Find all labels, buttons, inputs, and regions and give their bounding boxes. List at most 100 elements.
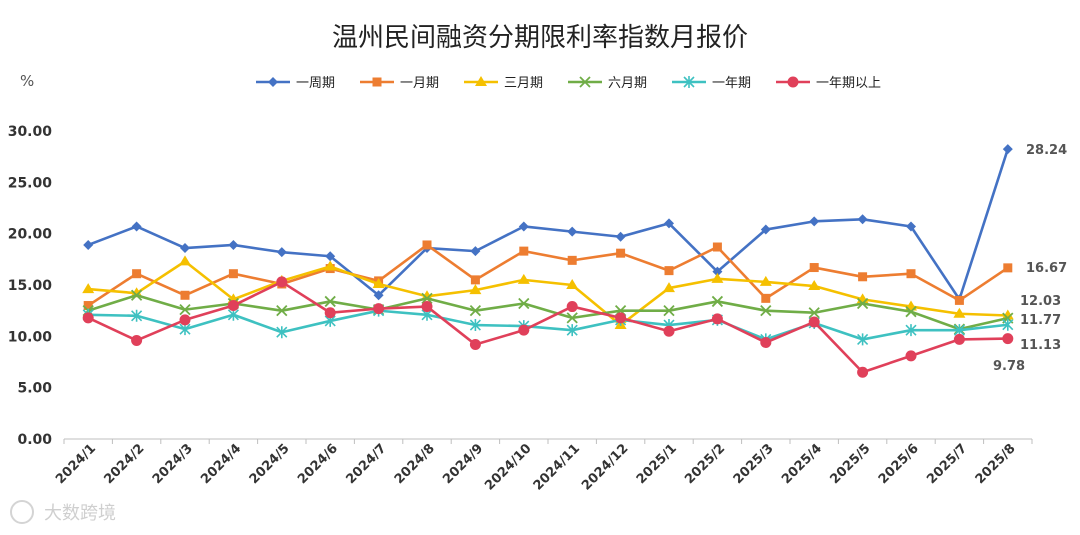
data-point bbox=[857, 366, 869, 378]
end-value-label: 9.78 bbox=[993, 359, 1025, 374]
y-tick-label: 15.00 bbox=[8, 278, 53, 294]
x-tick-label: 2025/1 bbox=[634, 441, 680, 487]
end-value-label: 16.67 bbox=[1026, 261, 1067, 276]
data-point bbox=[324, 260, 337, 271]
data-point bbox=[470, 275, 480, 285]
data-point bbox=[809, 216, 820, 227]
x-tick-label: 2024/11 bbox=[531, 441, 583, 493]
data-point bbox=[227, 300, 239, 312]
data-point bbox=[663, 282, 675, 293]
data-point bbox=[469, 339, 481, 351]
data-point bbox=[421, 301, 433, 313]
data-point bbox=[82, 312, 94, 324]
end-labels: 28.24 16.67 12.03 11.77 11.13 9.78 bbox=[993, 143, 1067, 374]
x-tick-label: 2025/2 bbox=[682, 441, 728, 487]
data-point bbox=[906, 269, 916, 279]
data-point bbox=[130, 289, 143, 301]
data-point bbox=[469, 284, 482, 295]
data-point bbox=[518, 297, 530, 310]
data-point bbox=[566, 279, 579, 289]
data-point bbox=[82, 283, 95, 294]
legend-label: 三月期 bbox=[504, 76, 543, 91]
x-tick-label: 2024/10 bbox=[482, 441, 534, 493]
data-point bbox=[953, 333, 965, 345]
series-一月期 bbox=[83, 240, 1013, 311]
data-point bbox=[518, 221, 529, 232]
x-tick-label: 2024/7 bbox=[343, 441, 389, 487]
data-point bbox=[857, 214, 868, 225]
x-tick-label: 2025/6 bbox=[876, 441, 922, 487]
data-point bbox=[761, 293, 771, 303]
end-value-label: 12.03 bbox=[1020, 294, 1061, 309]
watermark-text: 大数跨境 bbox=[44, 503, 116, 524]
y-tick-label: 0.00 bbox=[17, 432, 52, 448]
x-tick-label: 2024/5 bbox=[247, 441, 293, 487]
data-point bbox=[131, 334, 143, 346]
data-point bbox=[808, 280, 821, 291]
legend-marker-icon bbox=[372, 77, 382, 87]
data-point bbox=[615, 312, 627, 324]
data-point bbox=[470, 246, 481, 257]
data-point bbox=[131, 221, 142, 232]
data-point bbox=[517, 273, 530, 284]
data-point bbox=[421, 292, 433, 304]
data-point bbox=[615, 231, 626, 242]
legend-marker-icon bbox=[579, 76, 591, 88]
x-tick-label: 2024/1 bbox=[53, 441, 99, 487]
data-point bbox=[856, 297, 869, 310]
data-point bbox=[906, 221, 916, 232]
data-point bbox=[566, 324, 578, 337]
x-tick-label: 2025/8 bbox=[973, 441, 1019, 487]
series-一周期 bbox=[83, 144, 1013, 305]
series-line bbox=[88, 309, 1008, 341]
data-point bbox=[760, 224, 771, 235]
data-point bbox=[469, 305, 482, 317]
data-point bbox=[905, 306, 917, 318]
data-point bbox=[858, 272, 868, 282]
x-tick-label: 2024/8 bbox=[392, 441, 438, 487]
y-tick-label: 20.00 bbox=[8, 227, 53, 243]
data-point bbox=[1002, 333, 1014, 345]
data-point bbox=[953, 307, 966, 318]
data-point bbox=[566, 301, 578, 313]
x-tick-label: 2025/3 bbox=[731, 441, 777, 487]
x-tick-label: 2024/3 bbox=[150, 441, 196, 487]
x-tick-label: 2024/12 bbox=[579, 441, 631, 493]
x-tick-label: 2024/4 bbox=[198, 441, 244, 487]
legend-item: 三月期 bbox=[464, 76, 543, 91]
legend-item: 六月期 bbox=[568, 76, 647, 91]
end-value-label: 11.13 bbox=[1020, 338, 1061, 353]
data-point bbox=[759, 275, 772, 286]
data-point bbox=[711, 272, 724, 283]
data-point bbox=[808, 307, 820, 319]
data-point bbox=[83, 301, 93, 311]
data-point bbox=[130, 287, 143, 298]
data-point bbox=[228, 269, 238, 279]
data-point bbox=[712, 242, 722, 252]
data-point bbox=[1001, 309, 1014, 320]
series-line bbox=[87, 148, 1010, 301]
data-point bbox=[179, 304, 191, 316]
y-tick-label: 30.00 bbox=[8, 124, 53, 140]
y-axis-ticks: 0.00 5.00 10.00 15.00 20.00 25.00 30.00 bbox=[8, 124, 53, 448]
legend-marker-icon bbox=[683, 76, 695, 88]
y-tick-label: 25.00 bbox=[8, 175, 53, 191]
data-point bbox=[712, 266, 723, 277]
data-point bbox=[518, 324, 530, 336]
data-point bbox=[905, 350, 917, 362]
y-tick-label: 10.00 bbox=[8, 329, 53, 345]
series-line bbox=[87, 243, 1009, 307]
series-layer bbox=[82, 144, 1014, 378]
data-point bbox=[325, 251, 336, 262]
series-一年期以上 bbox=[82, 276, 1014, 378]
data-point bbox=[809, 263, 819, 273]
data-point bbox=[808, 316, 820, 328]
legend-item: 一周期 bbox=[256, 76, 335, 91]
data-point bbox=[905, 324, 917, 337]
data-point bbox=[954, 295, 964, 305]
legend: 一周期 一月期 三月期 六月期 一年期 一年期以上 bbox=[256, 76, 881, 91]
data-point bbox=[422, 240, 432, 250]
data-point bbox=[760, 305, 772, 317]
legend-label: 一月期 bbox=[400, 76, 439, 91]
